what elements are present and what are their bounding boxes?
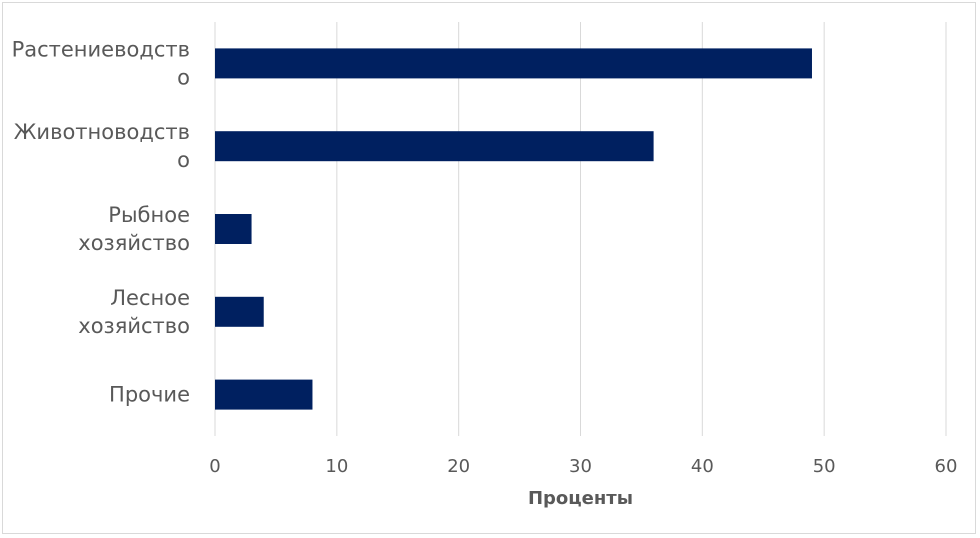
x-tick-label: 0: [209, 456, 220, 477]
category-label-line: о: [177, 65, 190, 89]
category-label-line: Рыбное: [108, 203, 190, 227]
category-labels: Растениеводств о Животноводств о Рыбное хозяй…: [12, 37, 190, 406]
category-label: Прочие: [109, 383, 190, 407]
x-tick-label: 60: [935, 456, 958, 477]
category-label-line: хозяйство: [78, 231, 190, 255]
bar: [215, 131, 654, 162]
category-label: Животноводств о: [14, 120, 190, 172]
bar: [215, 48, 812, 79]
x-tick-label: 10: [325, 456, 348, 477]
category-label-line: Растениеводств: [12, 37, 190, 61]
gridlines: [214, 22, 947, 436]
bar: [215, 214, 252, 244]
category-label-line: о: [177, 148, 190, 172]
x-tick-label: 30: [569, 456, 592, 477]
category-label: Растениеводств о: [12, 37, 190, 89]
x-axis-title: Проценты: [528, 488, 633, 509]
x-tick-labels: 0 10 20 30 40 50 60: [209, 456, 957, 477]
x-tick-label: 50: [813, 456, 836, 477]
category-label: Рыбное хозяйство: [78, 203, 190, 255]
bar: [215, 379, 313, 410]
category-label-line: Прочие: [109, 383, 190, 407]
category-label-line: Животноводств: [14, 120, 190, 144]
bars: [215, 48, 812, 410]
x-tick-label: 40: [691, 456, 714, 477]
category-label-line: хозяйство: [78, 314, 190, 338]
category-label-line: Лесное: [110, 286, 190, 310]
x-tick-label: 20: [447, 456, 470, 477]
bar: [215, 296, 264, 327]
category-label: Лесное хозяйство: [78, 286, 190, 338]
